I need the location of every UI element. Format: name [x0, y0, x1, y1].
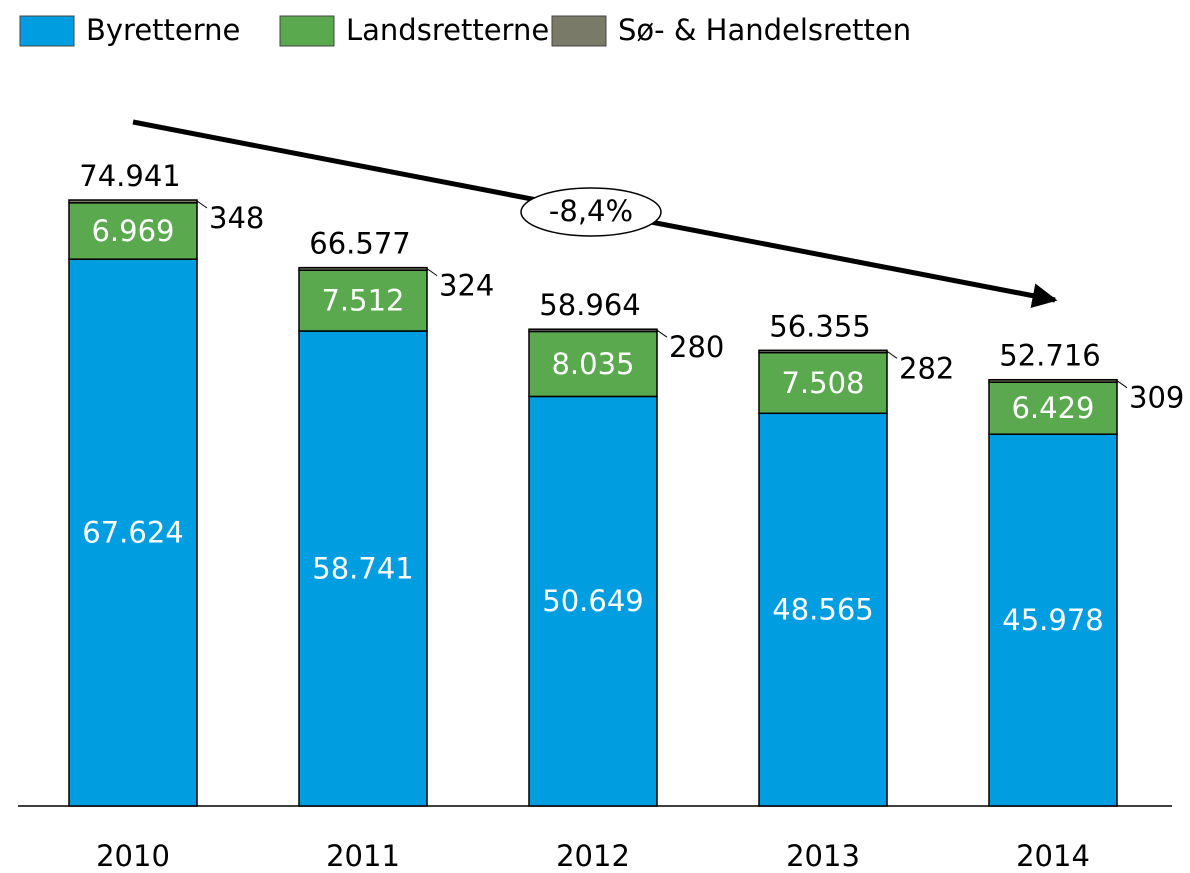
leader-line: [196, 200, 208, 209]
leader-line: [1116, 380, 1128, 389]
bar-segment: [68, 258, 198, 807]
data-label: 50.649: [542, 584, 643, 618]
legend-swatch: [19, 15, 75, 47]
data-label: 8.035: [551, 347, 634, 381]
data-label: 324: [439, 269, 494, 303]
data-label: 67.624: [82, 516, 183, 550]
data-label: 7.512: [321, 284, 404, 318]
data-label: 280: [669, 330, 724, 364]
data-label: 309: [1129, 381, 1184, 415]
legend-label: Landsretterne: [346, 13, 549, 47]
bar-segment: [988, 381, 1118, 435]
bar-segment: [528, 328, 658, 333]
x-tick-label: 2010: [96, 839, 170, 873]
legend-swatch: [551, 15, 607, 47]
total-label: 52.716: [999, 339, 1100, 373]
bar-segment: [298, 266, 428, 272]
bar-segment: [68, 199, 198, 204]
legend-label: Byretterne: [86, 13, 240, 47]
data-label: 58.741: [312, 551, 413, 585]
data-label: 282: [899, 351, 954, 385]
leader-line: [656, 329, 668, 338]
leader-line: [426, 268, 438, 277]
x-tick-label: 2014: [1016, 839, 1090, 873]
bar-segment: [758, 349, 888, 354]
legend-swatch: [279, 15, 335, 47]
x-tick-label: 2011: [326, 839, 400, 873]
annotation-bubble: [520, 187, 662, 237]
bar-segment: [68, 202, 198, 260]
total-label: 74.941: [79, 159, 180, 193]
total-label: 56.355: [769, 309, 870, 343]
data-label: 348: [209, 201, 264, 235]
total-label: 66.577: [309, 227, 410, 261]
leader-line: [886, 350, 898, 359]
bar-segment: [988, 433, 1118, 807]
legend-label: Sø- & Handelsretten: [618, 13, 911, 47]
total-label: 58.964: [539, 288, 640, 322]
data-label: 7.508: [781, 366, 864, 400]
x-tick-label: 2013: [786, 839, 860, 873]
bar-segment: [988, 378, 1118, 383]
data-label: 48.565: [772, 593, 873, 627]
bar-segment: [758, 412, 888, 807]
data-label: 45.978: [1002, 603, 1103, 637]
data-label: 6.969: [91, 214, 174, 248]
data-label: 6.429: [1011, 391, 1094, 425]
annotation: -8,4%: [549, 194, 633, 228]
bar-segment: [758, 351, 888, 415]
x-tick-label: 2012: [556, 839, 630, 873]
